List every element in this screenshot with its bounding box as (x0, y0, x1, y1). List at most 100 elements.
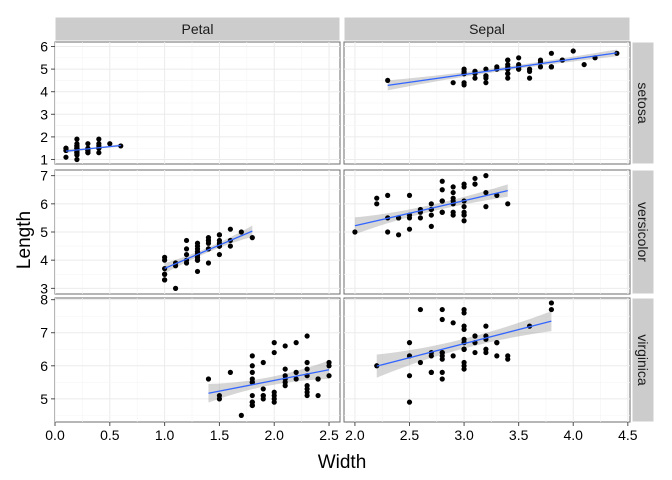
y-tick-label: 4 (40, 252, 48, 268)
data-point (483, 204, 489, 210)
data-point (304, 359, 310, 366)
data-point (439, 306, 445, 313)
data-point (417, 359, 424, 366)
panel-sepal-setosa (343, 41, 631, 165)
data-point (63, 147, 69, 154)
data-point (450, 80, 456, 86)
data-point (516, 66, 522, 72)
data-point (461, 306, 467, 313)
data-point (162, 271, 168, 277)
data-point (406, 340, 413, 346)
data-point (406, 226, 413, 232)
data-point (406, 192, 413, 198)
data-point (293, 376, 299, 382)
data-point (162, 266, 168, 272)
data-point (271, 399, 277, 405)
y-tick-label: 2 (40, 129, 48, 145)
data-point (483, 173, 489, 179)
data-point (282, 366, 288, 372)
x-tick-label: 4.0 (564, 427, 584, 443)
regression-line (65, 144, 121, 152)
x-tick-label: 1.5 (210, 427, 230, 443)
data-point (304, 383, 310, 389)
data-point (162, 254, 168, 260)
y-tick-label: 3 (40, 280, 48, 296)
data-point (395, 232, 402, 238)
data-point (326, 359, 332, 366)
data-point (439, 376, 445, 382)
data-point (428, 212, 434, 218)
strips-layer: Petal Sepal setosa versicolor virginica (54, 16, 655, 423)
data-point (570, 48, 576, 54)
panel-petal-virginica (54, 297, 341, 423)
data-point (315, 392, 321, 399)
data-point (439, 187, 445, 193)
y-tick-label: 8 (40, 292, 48, 308)
data-point (238, 412, 244, 418)
data-point (494, 353, 500, 359)
data-point (216, 392, 223, 399)
data-point (271, 340, 277, 346)
data-point (304, 389, 310, 395)
y-tick-label: 7 (40, 325, 48, 341)
data-point (194, 249, 201, 255)
regression-line (376, 320, 552, 367)
data-point (374, 195, 380, 201)
data-point (374, 201, 380, 207)
data-point (249, 369, 255, 375)
data-point (548, 300, 555, 306)
data-point (183, 246, 190, 252)
data-point (304, 333, 310, 339)
data-point (526, 68, 533, 74)
data-point (216, 251, 223, 258)
data-point (238, 229, 244, 235)
strip-background (343, 16, 631, 42)
data-point (450, 209, 456, 215)
confidence-band (387, 49, 617, 91)
data-point (96, 150, 102, 156)
panel-petal-setosa (54, 41, 341, 165)
data-point (249, 392, 255, 399)
data-point (461, 323, 467, 329)
data-point (205, 260, 212, 266)
data-point (406, 215, 413, 221)
data-point (428, 201, 434, 207)
data-point (581, 61, 587, 68)
data-point (505, 356, 511, 362)
data-point (74, 136, 80, 142)
data-point (450, 320, 456, 326)
data-point (472, 175, 478, 182)
data-point (494, 340, 500, 346)
data-point (494, 192, 500, 198)
data-point (483, 80, 489, 86)
strip-label: versicolor (635, 202, 651, 262)
x-tick-label: 2.5 (319, 427, 339, 443)
strip-petal: Petal (54, 16, 341, 42)
data-point (526, 75, 533, 81)
strip-sepal: Sepal (343, 16, 631, 42)
data-point (194, 240, 201, 246)
panel-background (343, 297, 631, 423)
data-point (417, 306, 424, 313)
data-point (216, 232, 223, 238)
panel-petal-versicolor (54, 169, 341, 295)
data-point (483, 66, 489, 72)
x-tick-label: 2.0 (264, 427, 284, 443)
panel-sepal-versicolor (343, 169, 631, 295)
data-point (450, 184, 456, 190)
y-tick-label: 4 (40, 84, 48, 100)
data-point (249, 353, 255, 359)
data-point (326, 373, 332, 379)
y-tick-label: 5 (40, 391, 48, 407)
data-point (249, 235, 255, 241)
data-point (450, 353, 456, 359)
data-point (260, 386, 266, 392)
regression-line (387, 52, 617, 87)
data-point (107, 141, 113, 147)
data-point (385, 192, 391, 198)
data-point (183, 251, 190, 258)
data-point (505, 75, 511, 81)
data-point (548, 306, 555, 313)
strip-label: virginica (635, 334, 651, 386)
data-point (505, 201, 511, 207)
